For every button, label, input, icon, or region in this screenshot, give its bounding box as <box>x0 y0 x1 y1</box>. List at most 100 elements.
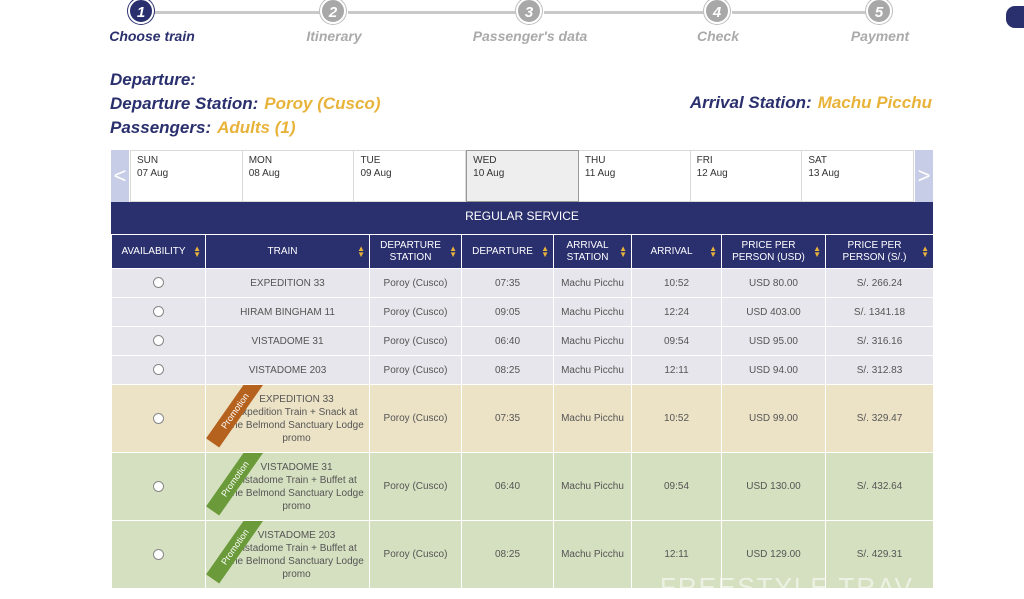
sort-icon[interactable]: ▲ ▼ <box>709 243 717 259</box>
step-5-circle[interactable]: 5 <box>866 0 892 24</box>
day-name: MON <box>248 155 273 166</box>
sort-icon[interactable]: ▲ ▼ <box>357 243 365 259</box>
arrival-time-cell: 12:11 <box>631 355 722 385</box>
day-date: 11 Aug <box>584 168 616 179</box>
column-header-5[interactable]: ARRIVAL ▲ ▼ <box>631 234 722 269</box>
departure-station-value: Poroy (Cusco) <box>264 94 381 113</box>
passengers-info: Passengers: Adults (1) <box>110 118 296 138</box>
availability-cell <box>111 268 206 298</box>
arrival-time-cell: 09:54 <box>631 452 722 521</box>
departure-time-cell: 07:35 <box>461 384 554 453</box>
departure-info: Departure: <box>110 70 196 90</box>
step-2-circle[interactable]: 2 <box>320 0 346 24</box>
passengers-value: Adults (1) <box>217 118 296 137</box>
step-4-label[interactable]: Check <box>696 28 740 44</box>
price-usd-cell: USD 129.00 <box>721 520 826 589</box>
train-name: VISTADOME 203 <box>248 364 327 376</box>
day-name: TUE <box>360 155 381 166</box>
table-row[interactable]: Promotion EXPEDITION 33 Expedition Train +… <box>111 384 934 453</box>
step-2-label[interactable]: Itinerary <box>306 28 362 44</box>
column-header-0[interactable]: AVAILABILITY ▲ ▼ <box>111 234 206 269</box>
price-pen-cell: S/. 312.83 <box>825 355 934 385</box>
step-1-label[interactable]: Choose train <box>109 28 195 44</box>
column-header-6[interactable]: PRICE PER PERSON (USD) ▲ ▼ <box>721 234 826 269</box>
column-header-label: PRICE PER PERSON (S/.) <box>842 239 907 263</box>
day-sat[interactable]: SAT 13 Aug <box>802 150 915 202</box>
arrival-station-cell: Machu Picchu <box>553 297 632 327</box>
day-wed[interactable]: WED 10 Aug <box>466 150 579 202</box>
price-pen-cell: S/. 432.64 <box>825 452 934 521</box>
table-body: EXPEDITION 33 Poroy (Cusco) 07:35 Machu Pic… <box>111 268 934 589</box>
next-week-arrow[interactable]: > <box>915 150 933 202</box>
select-train-radio[interactable] <box>153 306 164 318</box>
arrival-station-value: Machu Picchu <box>817 93 932 112</box>
select-train-radio[interactable] <box>153 480 164 492</box>
departure-time-cell: 06:40 <box>461 452 554 521</box>
arrival-station-cell: Machu Picchu <box>553 384 632 453</box>
column-header-3[interactable]: DEPARTURE ▲ ▼ <box>461 234 554 269</box>
prev-week-arrow[interactable]: < <box>111 150 129 202</box>
select-train-radio[interactable] <box>153 335 164 347</box>
day-thu[interactable]: THU 11 Aug <box>578 150 691 202</box>
train-name: VISTADOME 203 <box>257 529 336 541</box>
arrival-station-cell: Machu Picchu <box>553 268 632 298</box>
table-row[interactable]: Promotion VISTADOME 31 Vistadome Train + B… <box>111 452 934 521</box>
day-fri[interactable]: FRI 12 Aug <box>690 150 803 202</box>
sort-icon[interactable]: ▲ ▼ <box>813 243 821 259</box>
arrival-station-cell: Machu Picchu <box>553 355 632 385</box>
step-3-label[interactable]: Passenger's data <box>472 28 588 44</box>
table-row[interactable]: HIRAM BINGHAM 11 Poroy (Cusco) 09:05 Machu … <box>111 297 934 327</box>
train-cell: VISTADOME 31 <box>205 326 370 356</box>
column-header-4[interactable]: ARRIVAL STATION ▲ ▼ <box>553 234 632 269</box>
column-header-1[interactable]: TRAIN ▲ ▼ <box>205 234 370 269</box>
departure-station-cell: Poroy (Cusco) <box>369 297 462 327</box>
step-4-circle[interactable]: 4 <box>704 0 730 24</box>
price-usd-cell: USD 99.00 <box>721 384 826 453</box>
step-5-label[interactable]: Payment <box>850 28 910 44</box>
table-row[interactable]: EXPEDITION 33 Poroy (Cusco) 07:35 Machu Pic… <box>111 268 934 298</box>
step-1-circle[interactable]: 1 <box>128 0 154 24</box>
departure-station-cell: Poroy (Cusco) <box>369 520 462 589</box>
availability-cell <box>111 355 206 385</box>
train-cell: HIRAM BINGHAM 11 <box>205 297 370 327</box>
day-tue[interactable]: TUE 09 Aug <box>354 150 467 202</box>
step-connector <box>348 11 516 14</box>
day-sun[interactable]: SUN 07 Aug <box>130 150 243 202</box>
departure-station-cell: Poroy (Cusco) <box>369 355 462 385</box>
select-train-radio[interactable] <box>153 277 164 289</box>
chat-icon[interactable] <box>1006 6 1024 28</box>
price-pen-cell: S/. 429.31 <box>825 520 934 589</box>
sort-icon[interactable]: ▲ ▼ <box>921 243 929 259</box>
table-row[interactable]: Promotion VISTADOME 203 Vistadome Train + … <box>111 520 934 589</box>
sort-icon[interactable]: ▲ ▼ <box>619 243 627 259</box>
arrival-time-cell: 10:52 <box>631 384 722 453</box>
select-train-radio[interactable] <box>153 364 164 376</box>
select-train-radio[interactable] <box>153 548 164 560</box>
departure-station-cell: Poroy (Cusco) <box>369 452 462 521</box>
sort-icon[interactable]: ▲ ▼ <box>193 243 201 259</box>
service-title: REGULAR SERVICE <box>111 202 933 234</box>
day-name: FRI <box>696 155 713 166</box>
select-train-radio[interactable] <box>153 412 164 424</box>
sort-icon[interactable]: ▲ ▼ <box>449 243 457 259</box>
train-cell: Promotion EXPEDITION 33 Expedition Train +… <box>205 384 370 453</box>
column-header-label: DEPARTURE STATION <box>380 239 441 263</box>
arrival-time-cell: 12:24 <box>631 297 722 327</box>
day-date: 10 Aug <box>473 168 505 179</box>
departure-station-info: Departure Station: Poroy (Cusco) <box>110 94 380 114</box>
arrival-time-cell: 12:11 <box>631 520 722 589</box>
column-header-7[interactable]: PRICE PER PERSON (S/.) ▲ ▼ <box>825 234 934 269</box>
table-header-row: AVAILABILITY ▲ ▼ TRAIN ▲ ▼ DEPARTURE STATION ▲ ▼… <box>111 234 934 269</box>
sort-icon[interactable]: ▲ ▼ <box>541 243 549 259</box>
table-row[interactable]: VISTADOME 203 Poroy (Cusco) 08:25 Machu Pic… <box>111 355 934 385</box>
train-cell: Promotion VISTADOME 31 Vistadome Train + B… <box>205 452 370 521</box>
arrival-station-info: Arrival Station: Machu Picchu <box>690 93 932 113</box>
column-header-2[interactable]: DEPARTURE STATION ▲ ▼ <box>369 234 462 269</box>
train-description: Vistadome Train + Buffet at the Belmond … <box>229 474 364 512</box>
train-cell: EXPEDITION 33 <box>205 268 370 298</box>
table-row[interactable]: VISTADOME 31 Poroy (Cusco) 06:40 Machu Picc… <box>111 326 934 356</box>
column-header-label: PRICE PER PERSON (USD) <box>732 239 805 263</box>
price-pen-cell: S/. 329.47 <box>825 384 934 453</box>
step-3-circle[interactable]: 3 <box>516 0 542 24</box>
day-mon[interactable]: MON 08 Aug <box>242 150 355 202</box>
